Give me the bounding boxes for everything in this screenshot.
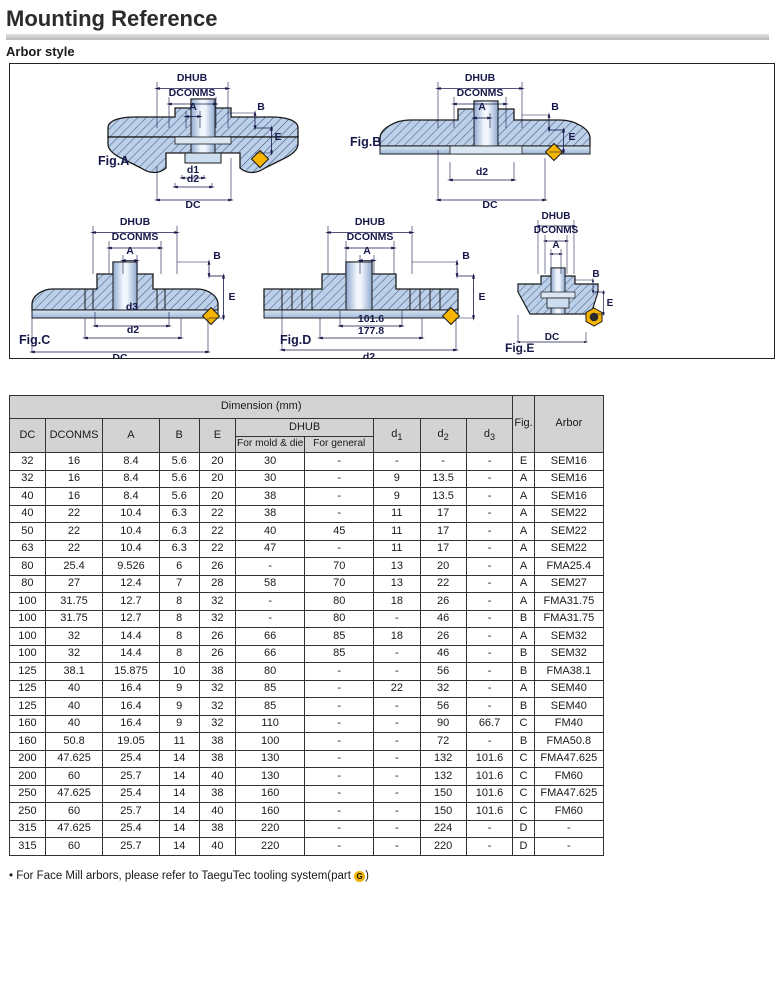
svg-text:101.6: 101.6 — [358, 313, 384, 325]
svg-text:DHUB: DHUB — [177, 72, 208, 84]
svg-text:DC: DC — [185, 199, 201, 211]
svg-text:B: B — [592, 269, 599, 280]
svg-text:Fig.B: Fig.B — [350, 135, 381, 149]
svg-text:Fig.A: Fig.A — [98, 154, 129, 168]
svg-text:DC: DC — [545, 332, 559, 343]
svg-text:B: B — [213, 250, 221, 262]
svg-text:d2: d2 — [127, 324, 139, 336]
svg-text:B: B — [551, 101, 559, 113]
svg-text:177.8: 177.8 — [358, 325, 384, 337]
svg-text:A: A — [478, 101, 486, 113]
svg-text:d2: d2 — [187, 173, 199, 185]
svg-text:A: A — [189, 101, 197, 113]
svg-text:Fig.D: Fig.D — [280, 333, 311, 347]
svg-text:Fig.C: Fig.C — [19, 333, 50, 347]
svg-text:DHUB: DHUB — [542, 212, 571, 222]
svg-text:E: E — [228, 291, 235, 303]
svg-text:B: B — [462, 250, 470, 262]
svg-text:DCONMS: DCONMS — [347, 231, 394, 243]
svg-text:DC: DC — [112, 352, 128, 359]
svg-text:DHUB: DHUB — [355, 216, 386, 228]
svg-text:d2: d2 — [363, 351, 375, 359]
svg-text:E: E — [568, 131, 575, 143]
svg-text:d3: d3 — [126, 301, 138, 313]
svg-text:Fig.E: Fig.E — [505, 341, 534, 355]
svg-text:DCONMS: DCONMS — [457, 87, 504, 99]
svg-text:DHUB: DHUB — [465, 72, 496, 84]
svg-text:DCONMS: DCONMS — [534, 225, 579, 236]
svg-text:DC: DC — [482, 199, 498, 211]
svg-text:DHUB: DHUB — [120, 216, 151, 228]
svg-text:DCONMS: DCONMS — [112, 231, 159, 243]
svg-text:A: A — [363, 245, 371, 257]
svg-text:B: B — [257, 101, 265, 113]
svg-text:E: E — [478, 291, 485, 303]
svg-text:E: E — [607, 298, 614, 309]
svg-text:A: A — [552, 240, 559, 251]
svg-text:E: E — [274, 131, 281, 143]
svg-text:DCONMS: DCONMS — [169, 87, 216, 99]
svg-text:A: A — [126, 245, 134, 257]
svg-text:d2: d2 — [476, 166, 488, 178]
